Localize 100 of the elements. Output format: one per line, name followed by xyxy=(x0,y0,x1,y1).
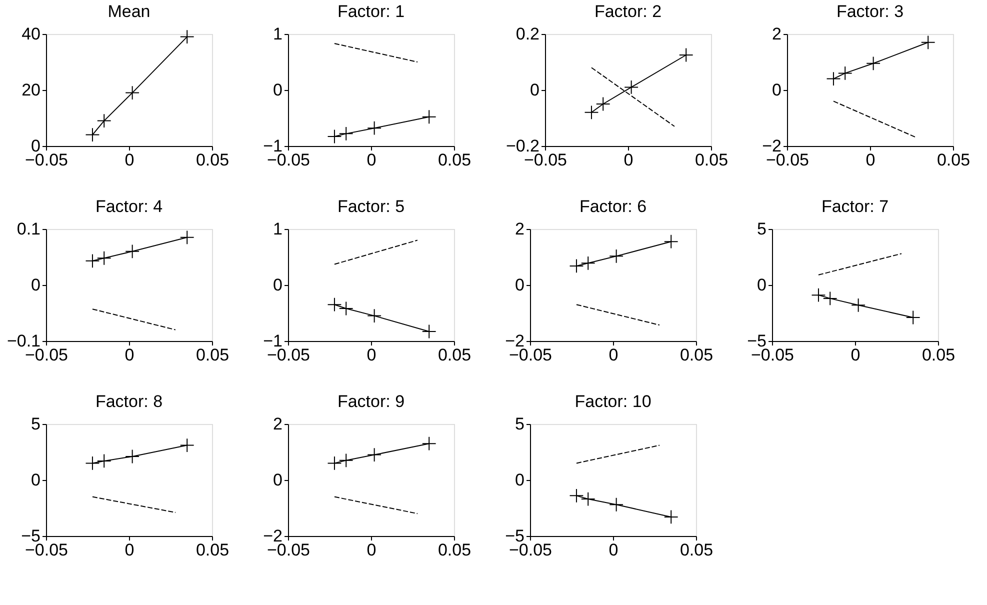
chart-title: Factor: 10 xyxy=(574,392,652,411)
point xyxy=(422,110,436,124)
y-tick-label: 0 xyxy=(31,276,40,294)
point xyxy=(125,86,140,100)
x-tick-label: 0.05 xyxy=(438,346,472,364)
point xyxy=(596,96,610,112)
x-tick-label: −0.05 xyxy=(766,150,810,170)
y-tick-label: 2 xyxy=(772,24,782,44)
x-tick-label: 0 xyxy=(366,150,376,170)
point xyxy=(569,488,584,503)
point xyxy=(826,72,841,86)
x-tick-label: 0 xyxy=(608,346,618,364)
point xyxy=(327,297,342,312)
point xyxy=(422,436,436,451)
x-tick-label: 0 xyxy=(366,346,376,364)
chart-title: Factor: 6 xyxy=(579,197,647,216)
y-tick-label: 40 xyxy=(22,24,40,44)
point xyxy=(866,56,881,71)
x-tick-label: −0.05 xyxy=(266,346,310,364)
x-tick-label: 0 xyxy=(866,150,876,170)
point xyxy=(85,254,100,268)
point xyxy=(327,456,342,470)
x-tick-label: 0.05 xyxy=(694,150,728,170)
point xyxy=(838,66,852,80)
x-tick-label: 0.05 xyxy=(196,150,230,170)
point xyxy=(180,438,194,452)
point xyxy=(580,492,596,506)
chart-title: Factor: 5 xyxy=(337,197,405,216)
point xyxy=(851,298,866,312)
y-tick-label: 0 xyxy=(31,470,40,490)
y-tick-label: 0 xyxy=(273,470,282,490)
point xyxy=(811,288,826,302)
x-tick-label: 0.05 xyxy=(438,540,472,560)
x-tick-label: −0.05 xyxy=(524,150,568,170)
point xyxy=(664,234,678,249)
x-tick-label: 0.05 xyxy=(196,540,230,560)
point xyxy=(96,114,112,128)
point xyxy=(327,129,342,144)
x-tick-label: −0.05 xyxy=(508,346,552,364)
x-tick-label: 0.05 xyxy=(936,150,970,170)
point xyxy=(180,230,194,245)
chart-title: Factor: 1 xyxy=(337,2,405,21)
x-tick-label: 0.05 xyxy=(680,346,714,364)
y-tick-label: 0 xyxy=(515,470,524,490)
chart-title: Mean xyxy=(108,2,150,21)
chart-title: Factor: 4 xyxy=(95,197,163,216)
point xyxy=(609,248,624,264)
point xyxy=(664,510,678,524)
point xyxy=(609,497,624,512)
point xyxy=(125,449,140,464)
x-tick-label: 0 xyxy=(850,346,860,364)
point xyxy=(338,301,354,316)
y-tick-label: 0 xyxy=(273,80,282,100)
chart-title: Factor: 7 xyxy=(821,197,889,216)
y-tick-label: 5 xyxy=(515,414,524,434)
x-tick-label: 0 xyxy=(608,540,618,560)
y-tick-label: 0 xyxy=(772,80,782,100)
y-tick-label: 20 xyxy=(22,80,40,100)
point xyxy=(367,448,382,462)
x-tick-label: 0 xyxy=(624,150,634,170)
point xyxy=(822,291,838,306)
x-tick-label: −0.05 xyxy=(266,150,310,170)
x-tick-label: 0.05 xyxy=(196,346,230,364)
point xyxy=(624,80,639,94)
point xyxy=(180,30,194,44)
x-tick-label: 0.05 xyxy=(680,540,714,560)
y-tick-label: 0 xyxy=(273,276,282,294)
x-tick-label: 0 xyxy=(124,346,134,364)
point xyxy=(85,128,100,142)
point xyxy=(367,308,382,324)
chart-title: Factor: 3 xyxy=(836,2,904,21)
chart-title: Factor: 9 xyxy=(337,392,405,411)
x-tick-label: 0.05 xyxy=(922,346,956,364)
y-tick-label: 0 xyxy=(515,276,524,294)
x-tick-label: −0.05 xyxy=(24,346,68,364)
point xyxy=(125,244,140,259)
point xyxy=(678,48,694,62)
y-tick-label: 2 xyxy=(273,414,282,434)
point xyxy=(906,310,920,325)
point xyxy=(580,256,596,270)
x-tick-label: 0 xyxy=(124,540,134,560)
point xyxy=(338,126,354,141)
x-tick-label: 0 xyxy=(366,540,376,560)
x-tick-label: −0.05 xyxy=(24,150,68,170)
x-tick-label: 0.05 xyxy=(438,150,472,170)
y-tick-label: 0.1 xyxy=(16,220,40,238)
point xyxy=(367,120,382,136)
chart-title: Factor: 8 xyxy=(95,392,163,411)
point xyxy=(85,456,100,470)
y-tick-label: 0.2 xyxy=(516,24,540,44)
y-tick-label: 0 xyxy=(757,276,766,294)
point xyxy=(569,258,584,274)
x-tick-label: −0.05 xyxy=(24,540,68,560)
x-tick-label: −0.05 xyxy=(266,540,310,560)
point xyxy=(96,250,112,266)
point xyxy=(920,35,936,50)
y-tick-label: 2 xyxy=(515,220,524,238)
point xyxy=(338,453,354,468)
y-tick-label: 0 xyxy=(530,80,540,100)
y-tick-label: 5 xyxy=(31,414,40,434)
